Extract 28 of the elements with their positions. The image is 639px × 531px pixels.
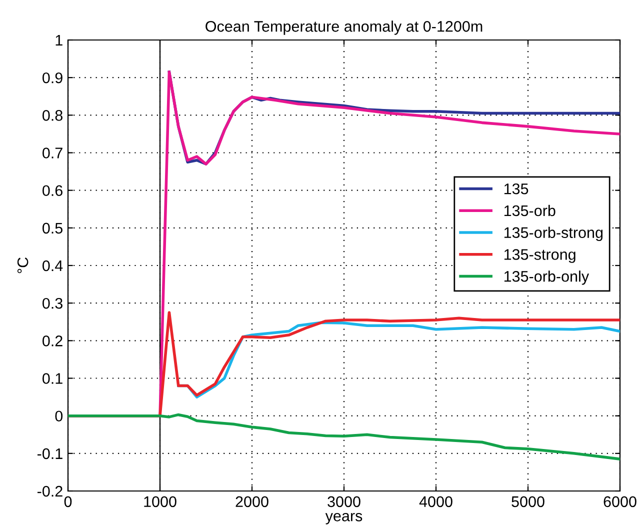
legend-label: 135 bbox=[504, 183, 528, 194]
y-tick-label: 0.8 bbox=[42, 110, 62, 121]
x-tick-label: 0 bbox=[64, 496, 72, 508]
legend-label: 135-orb-strong bbox=[504, 226, 603, 242]
y-tick-label: 0.5 bbox=[42, 222, 62, 234]
x-tick-label: 1000 bbox=[144, 496, 176, 508]
y-tick-label: 0.1 bbox=[42, 373, 62, 384]
chart-title: Ocean Temperature anomaly at 0-1200m bbox=[206, 20, 482, 35]
x-tick-label: 3000 bbox=[328, 496, 360, 508]
y-tick-label: 0.6 bbox=[42, 185, 62, 196]
y-tick-label: 0.4 bbox=[42, 260, 63, 272]
y-tick-label: -0.2 bbox=[37, 486, 62, 497]
x-tick-label: 4000 bbox=[419, 496, 452, 508]
legend-label: 135-orb-only bbox=[504, 270, 590, 285]
x-axis-title: years bbox=[325, 512, 362, 524]
y-tick-label: -0.1 bbox=[37, 448, 62, 460]
y-tick-label: 0.7 bbox=[42, 148, 62, 158]
legend-label: 135-strong bbox=[504, 249, 576, 263]
legend-label: 135-orb bbox=[504, 204, 556, 216]
y-tick-label: 0 bbox=[55, 410, 63, 422]
y-tick-label: 1 bbox=[56, 35, 62, 46]
x-tick-label: 2000 bbox=[236, 496, 268, 508]
x-tick-label: 5000 bbox=[512, 496, 544, 508]
y-tick-label: 0.2 bbox=[42, 336, 62, 346]
x-tick-label: 6000 bbox=[604, 496, 636, 508]
y-tick-label: 0.9 bbox=[42, 72, 62, 84]
y-tick-label: 0.3 bbox=[42, 298, 62, 309]
y-axis-title: °C bbox=[17, 258, 28, 274]
